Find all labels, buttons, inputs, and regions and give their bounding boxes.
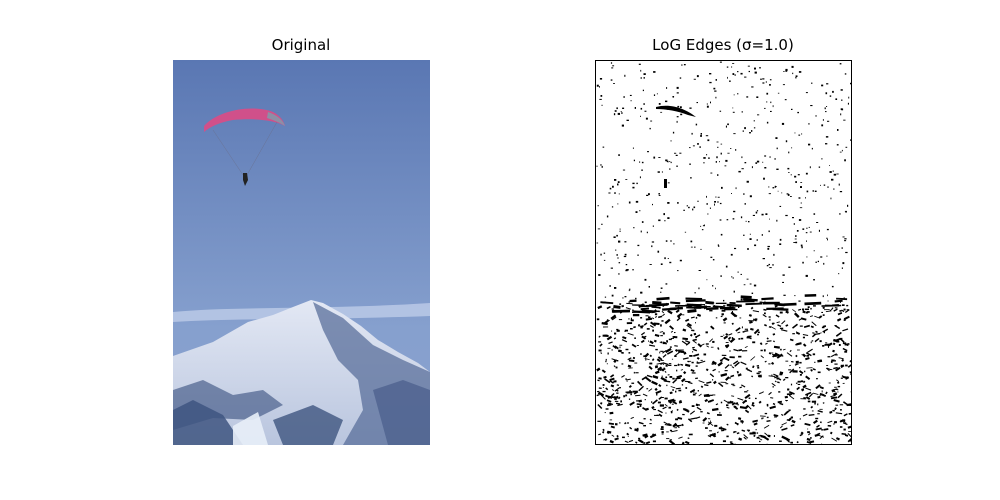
- paraglider: [204, 108, 285, 186]
- original-image: [173, 60, 430, 445]
- original-title: Original: [271, 36, 331, 54]
- log-edges-image: [595, 60, 852, 445]
- log-edges-title: LoG Edges (σ=1.0): [652, 36, 794, 54]
- canopy: [204, 108, 285, 132]
- pilot: [243, 173, 248, 186]
